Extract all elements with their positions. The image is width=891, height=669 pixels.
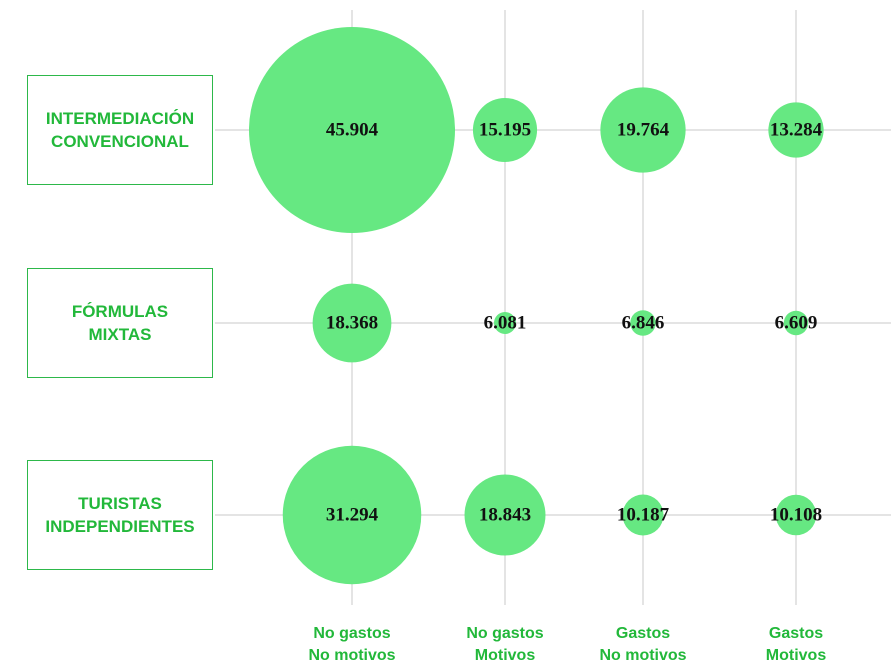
bubble [494,312,516,334]
column-label: Gastos Motivos [765,625,827,664]
value-label: 6.846 [622,312,665,333]
row-label: TURISTAS INDEPENDIENTES [27,460,213,570]
value-label: 13.284 [770,119,823,140]
bubble [312,283,392,363]
value-label: 15.195 [479,119,531,140]
column-label: No gastos No motivos [308,625,396,664]
column-label: Gastos No motivos [599,625,687,664]
value-label: 45.904 [326,119,379,140]
value-label: 19.764 [617,119,670,140]
column-label: No gastos Motivos [466,625,544,664]
value-label: 10.187 [617,504,670,525]
value-label: 18.368 [326,312,378,333]
value-label: 6.609 [775,312,818,333]
bubble [775,494,817,536]
bubble [622,494,664,536]
bubble [630,310,656,336]
bubble [783,310,809,336]
row-label: FÓRMULAS MIXTAS [27,268,213,378]
row-label: INTERMEDIACIÓN CONVENCIONAL [27,75,213,185]
bubble [282,445,422,585]
bubble [600,87,686,173]
bubble [464,474,546,556]
value-label: 31.294 [326,504,379,525]
bubble [249,27,455,233]
bubble [472,97,538,163]
bubble [768,102,824,158]
value-label: 6.081 [484,312,527,333]
value-label: 10.108 [770,504,822,525]
value-label: 18.843 [479,504,531,525]
